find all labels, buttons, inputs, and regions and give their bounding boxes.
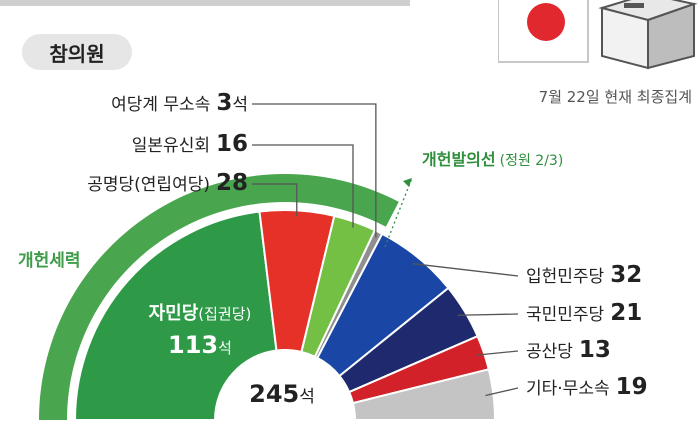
label-jcp: 공산당 13 [526,337,611,363]
party-name: 일본유신회 [131,136,210,156]
threshold-label: 개헌발의선 (정원 2/3) [422,146,563,170]
total-value: 245 [249,380,300,408]
seat-unit: 석 [218,339,232,357]
seat-count: 13 [578,337,611,363]
party-note: (집권당) [198,305,252,323]
ldp-label: 자민당(집권당) 113석 [112,300,288,363]
party-name: 공명당 [87,175,135,195]
as-of-note: 7월 22일 현재 최종집계 [538,88,692,106]
seat-count: 16 [215,131,248,157]
leader-5 [457,313,519,316]
total-seats: 245석 [218,380,346,408]
leader-ruling-independents [252,103,377,238]
seat-count: 21 [610,300,643,326]
bloc-arc [39,174,399,420]
leader-7 [485,387,519,397]
label-komeito: 공명당(연립여당) 28 [87,170,248,196]
bloc-label: 개헌세력 [18,251,81,271]
party-name: 기타·무소속 [526,379,610,399]
threshold-pointer [384,177,413,248]
party-name: 공산당 [526,342,573,362]
slice-0 [73,210,278,421]
leader-ishin [252,144,354,228]
seat-count: 19 [615,374,648,400]
seat-count: 32 [610,262,643,288]
label-dpfp: 국민민주당 21 [526,300,642,326]
slice-7 [351,368,497,421]
threshold-arrowhead [403,178,412,187]
seat-count: 113 [168,331,219,359]
japan-flag-ballot-box-icon [497,0,698,70]
label-cdp: 입헌민주당 32 [526,262,642,288]
party-name: 여당계 무소속 [111,95,211,115]
leader-6 [476,350,519,356]
seat-count: 3 [216,90,233,116]
party-name: 국민민주당 [526,305,605,325]
label-ruling-independents: 여당계 무소속 3석 [111,90,248,116]
party-name: 입헌민주당 [526,267,605,287]
seat-unit: 석 [232,95,248,115]
leader-4 [412,263,519,277]
label-ishin: 일본유신회 16 [132,131,248,157]
label-others: 기타·무소속 19 [526,374,648,400]
seat-count: 28 [215,170,248,196]
leader-komeito [252,183,298,217]
party-name: 자민당 [148,303,199,324]
threshold-name: 개헌발의선 [422,150,496,169]
threshold-note: (정원 2/3) [499,153,564,169]
top-band [0,0,410,6]
total-unit: 석 [299,387,315,407]
party-note: (연립여당) [134,175,210,195]
chamber-badge: 참의원 [22,34,132,70]
